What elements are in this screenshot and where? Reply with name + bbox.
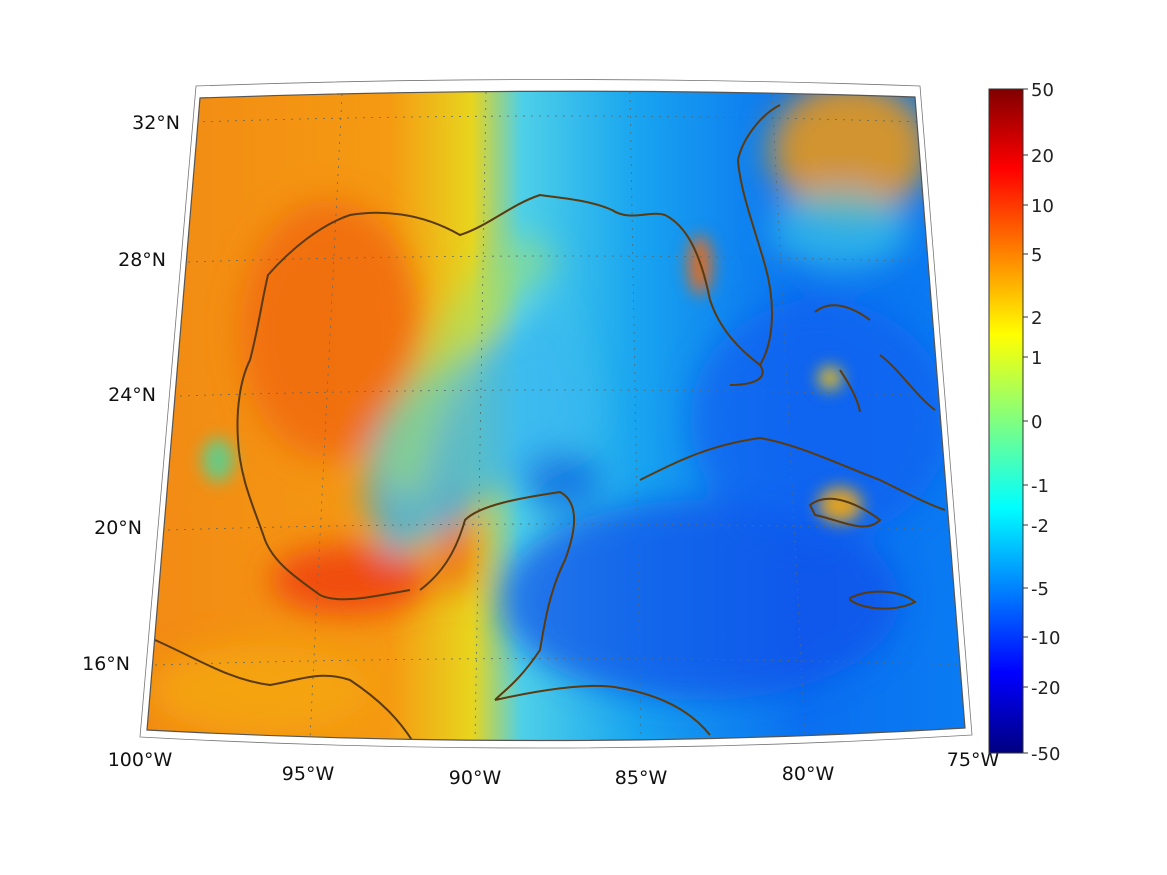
colorbar-tick: -50 [1031, 744, 1060, 765]
lat-label-24n: 24°N [108, 384, 156, 406]
colorbar-tick: 20 [1031, 146, 1054, 167]
lon-label-75w: 75°W [947, 749, 1000, 771]
colorbar-tick: -5 [1031, 579, 1049, 600]
colorbar-tick: 10 [1031, 196, 1054, 217]
colorbar-tick: -20 [1031, 678, 1060, 699]
colorbar-tick: 2 [1031, 308, 1042, 329]
colorbar-tick: 0 [1031, 412, 1042, 433]
lat-label-20n: 20°N [94, 517, 142, 539]
lon-label-100w: 100°W [108, 749, 173, 771]
colorbar-tick: -10 [1031, 628, 1060, 649]
colorbar-tick: -1 [1031, 476, 1049, 497]
lon-label-80w: 80°W [782, 763, 835, 785]
colorbar-tick: 1 [1031, 348, 1042, 369]
lat-label-32n: 32°N [132, 112, 180, 134]
colorbar-tick: 50 [1031, 80, 1054, 101]
coastlines [154, 104, 946, 741]
lon-label-90w: 90°W [449, 767, 502, 789]
map-frame [146, 90, 966, 742]
colorbar-tick: -2 [1031, 516, 1049, 537]
lon-label-95w: 95°W [282, 763, 335, 785]
colorbar-ramp [988, 88, 1024, 754]
lat-label-28n: 28°N [118, 249, 166, 271]
colorbar-tick: 5 [1031, 245, 1042, 266]
map-field [147, 91, 965, 741]
map-frame-outer [139, 79, 973, 749]
lon-label-85w: 85°W [615, 767, 668, 789]
colorbar: 50 20 10 5 2 1 0 -1 -2 -5 -10 -20 -50 [988, 80, 1060, 765]
lat-label-16n: 16°N [82, 653, 130, 675]
